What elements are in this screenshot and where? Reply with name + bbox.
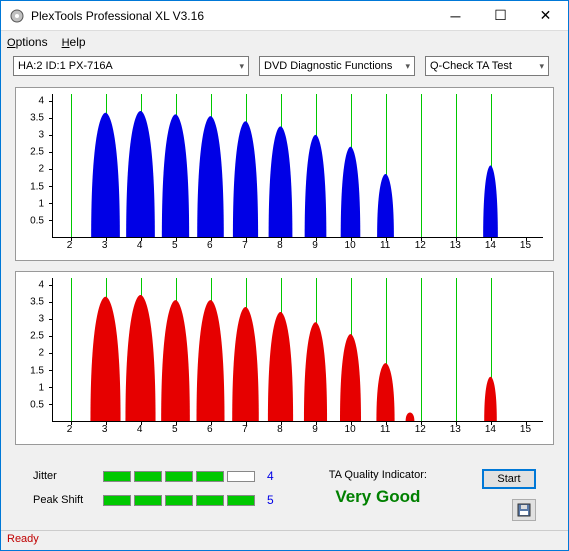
- main-panel: 43.532.521.510.5 23456789101112131415 43…: [1, 79, 568, 529]
- plot-bottom: [52, 278, 543, 422]
- xaxis-bottom: 23456789101112131415: [52, 424, 543, 442]
- device-select[interactable]: HA:2 ID:1 PX-716A ▾: [13, 56, 249, 76]
- minimize-button[interactable]: ─: [433, 1, 478, 30]
- xaxis-top: 23456789101112131415: [52, 240, 543, 258]
- ta-quality-value: Very Good: [335, 487, 420, 507]
- jitter-bars: [103, 471, 255, 482]
- peakshift-bars: [103, 495, 255, 506]
- chevron-down-icon: ▾: [405, 61, 410, 72]
- app-icon: [9, 8, 25, 24]
- status-text: Ready: [7, 533, 39, 545]
- ta-indicator: TA Quality Indicator: Very Good: [304, 469, 452, 521]
- menubar: Options Help: [1, 31, 568, 53]
- test-select-value: Q-Check TA Test: [430, 60, 512, 72]
- peakshift-row: Peak Shift 5: [33, 493, 274, 507]
- mode-select[interactable]: DVD Diagnostic Functions ▾: [259, 56, 415, 76]
- save-icon-button[interactable]: [512, 499, 536, 521]
- chevron-down-icon: ▾: [239, 61, 244, 72]
- chevron-down-icon: ▾: [539, 61, 544, 72]
- statusbar: Ready: [1, 530, 568, 550]
- test-select[interactable]: Q-Check TA Test ▾: [425, 56, 549, 76]
- peakshift-label: Peak Shift: [33, 494, 95, 506]
- peakshift-value: 5: [267, 493, 274, 507]
- maximize-button[interactable]: ☐: [478, 1, 523, 30]
- jitter-label: Jitter: [33, 470, 95, 482]
- device-select-value: HA:2 ID:1 PX-716A: [18, 60, 113, 72]
- action-buttons: Start: [482, 469, 536, 521]
- toolbar: HA:2 ID:1 PX-716A ▾ DVD Diagnostic Funct…: [1, 53, 568, 79]
- indicators-panel: Jitter 4 Peak Shift 5 TA Quality Indicat…: [15, 455, 554, 529]
- titlebar: PlexTools Professional XL V3.16 ─ ☐ ✕: [1, 1, 568, 31]
- mode-select-value: DVD Diagnostic Functions: [264, 60, 392, 72]
- window-buttons: ─ ☐ ✕: [433, 1, 568, 30]
- chart-top: 43.532.521.510.5 23456789101112131415: [15, 87, 554, 261]
- start-button[interactable]: Start: [482, 469, 536, 489]
- ta-quality-label: TA Quality Indicator:: [329, 469, 427, 481]
- chart-bottom: 43.532.521.510.5 23456789101112131415: [15, 271, 554, 445]
- plot-top: [52, 94, 543, 238]
- menu-help[interactable]: Help: [62, 35, 86, 49]
- quality-bars: Jitter 4 Peak Shift 5: [33, 469, 274, 521]
- window-title: PlexTools Professional XL V3.16: [31, 9, 433, 23]
- jitter-value: 4: [267, 469, 274, 483]
- yaxis-bottom: 43.532.521.510.5: [16, 278, 48, 422]
- floppy-icon: [517, 503, 531, 517]
- jitter-row: Jitter 4: [33, 469, 274, 483]
- menu-options[interactable]: Options: [7, 35, 48, 49]
- close-button[interactable]: ✕: [523, 1, 568, 30]
- yaxis-top: 43.532.521.510.5: [16, 94, 48, 238]
